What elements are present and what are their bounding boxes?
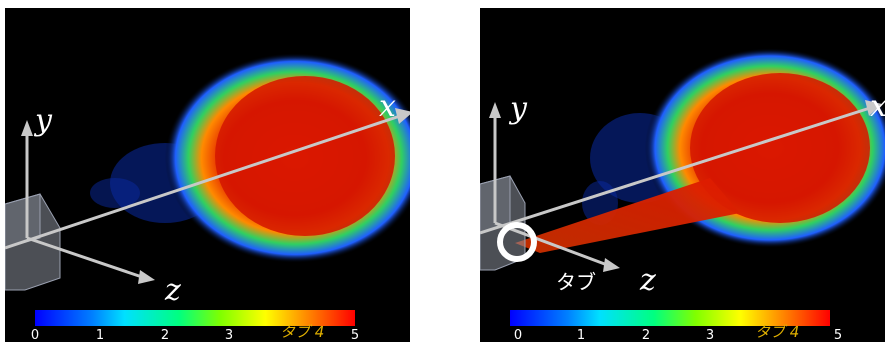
left-inlet-box xyxy=(5,193,61,291)
left-colorbar-tick: 5 xyxy=(350,328,360,342)
right-axes xyxy=(480,100,882,272)
left-colorbar-tick: 1 xyxy=(95,328,105,342)
left-colorbar-tick: 2 xyxy=(160,328,170,342)
right-colorbar-caption: タブ 4 xyxy=(755,323,800,341)
left-x-axis-label: x xyxy=(379,89,396,124)
right-colorbar-tick: 3 xyxy=(705,328,715,342)
left-colorbar-tick: 3 xyxy=(224,328,234,342)
left-colorbar-caption: タブ 4 xyxy=(280,323,325,341)
left-colorbar xyxy=(35,310,355,326)
left-axes xyxy=(5,108,410,284)
simulation-view-with-tab: y x z タブ 0 1 2 3 5 タブ 4 xyxy=(480,8,885,342)
right-x-axis-label: x xyxy=(870,92,885,122)
right-colorbar-tick: 1 xyxy=(576,328,586,342)
right-vortex-core xyxy=(690,73,870,223)
simulation-view-without-tab: y x z 0 1 2 3 5 タブ 4 xyxy=(5,8,410,342)
tab-marker-ring xyxy=(497,222,537,262)
right-colorbar-tick: 0 xyxy=(513,328,523,342)
right-colorbar-tick: 2 xyxy=(641,328,651,342)
right-z-axis-label: z xyxy=(640,263,656,298)
right-tab-jet xyxy=(515,178,740,253)
right-colorbar xyxy=(510,310,830,326)
tab-label: タブ xyxy=(556,270,596,294)
left-y-axis-label: y xyxy=(35,103,52,138)
left-colorbar-tick: 0 xyxy=(30,328,40,342)
left-wake-region-2 xyxy=(90,178,140,208)
left-z-axis-label: z xyxy=(165,273,181,308)
left-vortex-visualization xyxy=(5,53,410,291)
right-vortex-visualization xyxy=(480,48,885,272)
right-y-axis-label: y xyxy=(510,91,527,126)
right-colorbar-tick: 5 xyxy=(833,328,843,342)
left-vortex-core xyxy=(215,76,395,236)
